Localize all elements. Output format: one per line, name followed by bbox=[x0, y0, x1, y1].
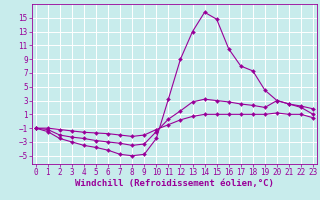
X-axis label: Windchill (Refroidissement éolien,°C): Windchill (Refroidissement éolien,°C) bbox=[75, 179, 274, 188]
